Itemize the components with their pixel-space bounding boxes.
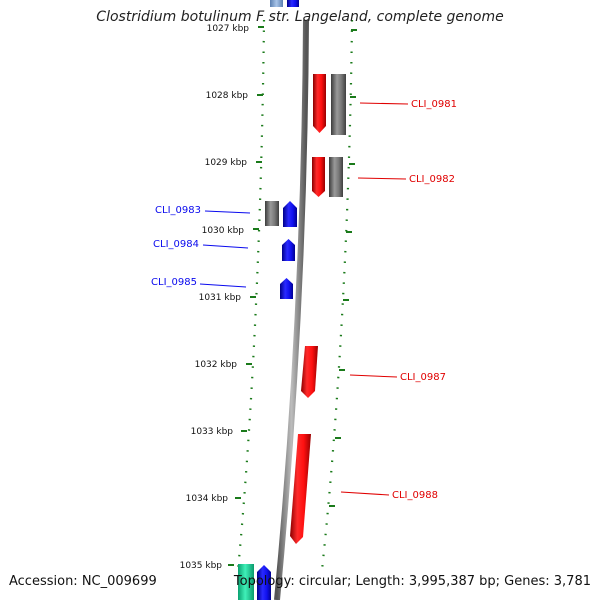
gene-label-CLI_0985[interactable]: CLI_0985 — [151, 277, 197, 288]
accession-text: Accession: NC_009699 — [9, 574, 157, 589]
scale-label: 1034 kbp — [186, 494, 229, 504]
scale-label: 1027 kbp — [207, 24, 250, 34]
gene-arrow-CLI_0982[interactable] — [312, 157, 325, 197]
gene-labels: CLI_0981 CLI_0982 CLI_0983 CLI_0984 CLI_… — [151, 99, 457, 501]
gene-arrow-CLI_0981[interactable] — [313, 74, 326, 133]
gene-label-CLI_0983[interactable]: CLI_0983 — [155, 205, 201, 216]
feature-blue-bottom[interactable] — [257, 565, 271, 600]
gene-label-CLI_0981[interactable]: CLI_0981 — [411, 99, 457, 110]
scale-label: 1035 kbp — [180, 561, 223, 571]
feature-blue-top[interactable] — [287, 0, 299, 7]
gene-arrow-CLI_0988[interactable] — [290, 434, 311, 544]
scale-label: 1028 kbp — [206, 91, 249, 101]
gene-label-CLI_0987[interactable]: CLI_0987 — [400, 372, 446, 383]
gene-arrow-CLI_0987[interactable] — [301, 346, 318, 398]
gene-label-CLI_0988[interactable]: CLI_0988 — [392, 490, 438, 501]
gray-feature[interactable] — [331, 74, 346, 135]
gene-arrow-CLI_0984[interactable] — [282, 239, 295, 261]
inner-dotted-guide — [236, 19, 266, 571]
genome-backbone — [274, 19, 309, 600]
scale-label: 1030 kbp — [202, 226, 245, 236]
gene-arrow-CLI_0985[interactable] — [280, 278, 293, 299]
map-title: Clostridium botulinum F str. Langeland, … — [96, 9, 504, 25]
gray-feature[interactable] — [329, 157, 343, 197]
scale-label: 1031 kbp — [199, 293, 242, 303]
inner-scale-ticks — [228, 26, 264, 566]
feature-teal[interactable] — [238, 564, 254, 600]
gene-label-CLI_0982[interactable]: CLI_0982 — [409, 174, 455, 185]
scale-label: 1033 kbp — [191, 427, 234, 437]
gene-label-CLI_0984[interactable]: CLI_0984 — [153, 239, 199, 250]
label-leaders — [199, 102, 409, 496]
genome-summary-text: Topology: circular; Length: 3,995,387 bp… — [233, 574, 591, 589]
feature-light-blue[interactable] — [270, 0, 283, 7]
outer-scale-ticks — [329, 29, 357, 507]
scale-label: 1029 kbp — [205, 158, 248, 168]
gene-arrow-CLI_0983[interactable] — [283, 201, 297, 227]
scale-labels: 1027 kbp 1028 kbp 1029 kbp 1030 kbp 1031… — [180, 24, 250, 571]
gray-feature[interactable] — [265, 201, 279, 226]
scale-label: 1032 kbp — [195, 360, 238, 370]
